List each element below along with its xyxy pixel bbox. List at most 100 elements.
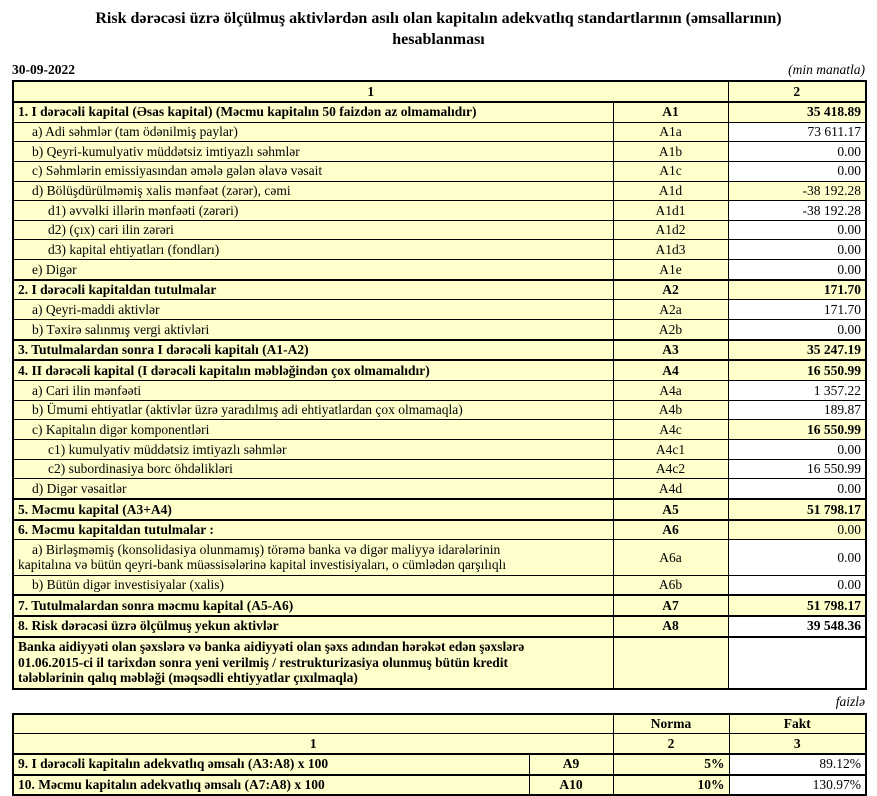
row-code: A4c1 [612,439,729,460]
row-value: 16 550.99 [727,458,867,480]
row-label: b) Qeyri-kumulyativ müddətsiz imtiyazlı … [12,141,614,162]
table-row: a) Cari ilin mənfəəti A4a 1 357.22 [12,380,867,401]
table-row: d2) (çıx) cari ilin zərəri A1d2 0.00 [12,219,867,241]
row-value: -38 192.28 [727,200,867,221]
table-row: 4. II dərəcəli kapital (I dərəcəli kapit… [12,359,867,382]
row-code: A1d1 [612,200,729,221]
row-value: 0.00 [727,219,867,241]
table-row: d) Bölüşdürülməmiş xalis mənfəət (zərər)… [12,180,867,202]
table-row: 10. Məcmu kapitalın adekvatlıq əmsalı (A… [12,773,867,796]
row-code: A9 [528,752,614,776]
row-value: 16 550.99 [727,359,867,382]
unit-note: (min manatla) [788,62,865,78]
table-row: a) Adi səhmlər (tam ödənilmiş paylar) A1a… [12,121,867,143]
row-label: 1. I dərəcəli kapital (Əsas kapital) (Mə… [12,100,614,123]
table-row: c) Səhmlərin emissiyasından əmələ gələn … [12,160,867,182]
table-row: b) Bütün digər investisiyalar (xalis) A6b… [12,574,867,596]
row-label: b) Bütün digər investisiyalar (xalis) [12,574,614,596]
row-value: 1 357.22 [727,380,867,401]
row-label: 6. Məcmu kapitaldan tutulmalar : [12,518,614,541]
row-label: 3. Tutulmalardan sonra I dərəcəli kapita… [12,338,614,361]
table-row: d) Digər vəsaitlər A4d 0.00 [12,478,867,500]
capital-table-header: 1 2 [12,80,867,103]
row-label: d) Bölüşdürülməmiş xalis mənfəət (zərər)… [12,180,614,202]
report-title-line2: hesablanması [392,31,485,49]
row-value: 0.00 [727,239,867,261]
row-value: 0.00 [727,160,867,182]
ratio-header-empty [12,713,614,735]
row-code: A1 [612,100,729,123]
row-label: 4. II dərəcəli kapital (I dərəcəli kapit… [12,359,614,382]
ratio-header-norma: Norma [612,713,730,735]
table-row: 8. Risk dərəcəsi üzrə ölçülmuş yekun akt… [12,614,867,638]
table-row: 9. I dərəcəli kapitalın adekvatlıq əmsal… [12,752,867,776]
capital-table-header-col2: 2 [727,80,867,103]
row-code: A4d [612,478,729,500]
row-value: 0.00 [727,141,867,162]
row-value: -38 192.28 [727,180,867,202]
row-label: d) Digər vəsaitlər [12,478,614,500]
meta-row: 30-09-2022 (min manatla) [12,62,865,78]
row-label: c) Kapitalın digər komponentləri [12,419,614,441]
table-row: Banka aidiyyəti olan şəxslərə və banka a… [12,635,867,690]
row-label: d2) (çıx) cari ilin zərəri [12,219,614,241]
capital-table: 1 2 1. I dərəcəli kapital (Əsas kapital)… [12,80,867,690]
row-code: A10 [528,773,614,796]
row-value: 51 798.17 [727,498,867,521]
row-code: A4c2 [612,458,729,480]
row-code: A3 [612,338,729,361]
row-label: c) Səhmlərin emissiyasından əmələ gələn … [12,160,614,182]
row-norma-value: 10% [612,773,730,796]
table-row: 1. I dərəcəli kapital (Əsas kapital) (Mə… [12,100,867,123]
row-code: A4c [612,419,729,441]
row-code: A2 [612,278,729,301]
row-label: 2. I dərəcəli kapitaldan tutulmalar [12,278,614,301]
table-row: b) Qeyri-kumulyativ müddətsiz imtiyazlı … [12,141,867,162]
row-value: 171.70 [727,278,867,301]
row-value: 73 611.17 [727,121,867,143]
table-row: d1) əvvəlki illərin mənfəəti (zərəri) A1d… [12,200,867,221]
row-value: 16 550.99 [727,419,867,441]
row-value: 51 798.17 [727,594,867,617]
row-code: A4b [612,399,729,421]
row-code: A6a [612,539,729,576]
ratio-table-header-row1: Norma Fakt [12,713,867,735]
row-code: A7 [612,594,729,617]
table-row: 2. I dərəcəli kapitaldan tutulmalar A2 171… [12,278,867,301]
row-label: b) Ümumi ehtiyatlar (aktivlər üzrə yarad… [12,399,614,421]
row-label: c1) kumulyativ müddətsiz imtiyazlı səhml… [12,439,614,460]
row-value: 35 247.19 [727,338,867,361]
row-fakt-value: 89.12% [728,752,867,776]
row-label: 9. I dərəcəli kapitalın adekvatlıq əmsal… [12,752,530,776]
row-value: 39 548.36 [727,614,867,638]
row-code: A6b [612,574,729,596]
table-row: 7. Tutulmalardan sonra məcmu kapital (A5… [12,594,867,617]
row-code [612,635,729,690]
row-label: d3) kapital ehtiyatları (fondları) [12,239,614,261]
table-row: c1) kumulyativ müddətsiz imtiyazlı səhml… [12,439,867,460]
table-row: e) Digər A1e 0.00 [12,259,867,281]
row-label: c2) subordinasiya borc öhdəlikləri [12,458,614,480]
table-row: a) Qeyri-maddi aktivlər A2a 171.70 [12,299,867,321]
row-value: 171.70 [727,299,867,321]
table-row: 6. Məcmu kapitaldan tutulmalar : A6 0.00 [12,518,867,541]
row-label: 5. Məcmu kapital (A3+A4) [12,498,614,521]
row-code: A1d3 [612,239,729,261]
row-value: 0.00 [727,319,867,341]
row-code: A4 [612,359,729,382]
row-label: 8. Risk dərəcəsi üzrə ölçülmuş yekun akt… [12,614,614,638]
row-norma-value: 5% [612,752,730,776]
table-row: b) Ümumi ehtiyatlar (aktivlər üzrə yarad… [12,399,867,421]
row-code: A1a [612,121,729,143]
row-value: 0.00 [727,259,867,281]
row-code: A8 [612,614,729,638]
capital-table-body: 1. I dərəcəli kapital (Əsas kapital) (Mə… [12,100,867,690]
percent-note: faizlə [835,693,865,709]
ratio-header-col3: 3 [728,733,867,755]
capital-table-header-col1: 1 [12,80,729,103]
ratio-header-fakt: Fakt [728,713,867,735]
row-code: A2b [612,319,729,341]
row-code: A6 [612,518,729,541]
row-label: a) Cari ilin mənfəəti [12,380,614,401]
